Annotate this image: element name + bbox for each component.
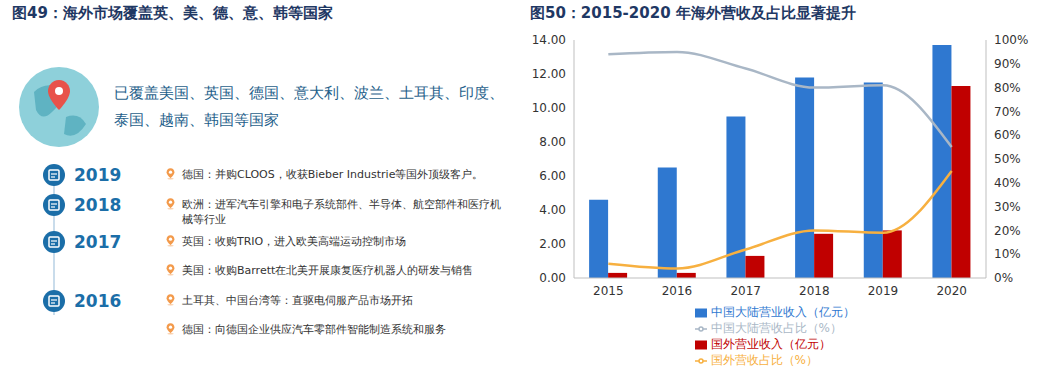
svg-text:70%: 70% <box>994 105 1021 119</box>
svg-text:20%: 20% <box>994 224 1021 238</box>
svg-text:10%: 10% <box>994 247 1021 261</box>
svg-text:0%: 0% <box>994 271 1013 285</box>
svg-text:80%: 80% <box>994 81 1021 95</box>
html-text:美国：收购Barrett在北美开展康复医疗机器人的研发与销售: 美国：收购Barrett在北美开展康复医疗机器人的研发与销售 <box>182 264 474 277</box>
html-text:2017: 2017 <box>74 232 122 252</box>
html-text:中国大陆营收占比（%）: 中国大陆营收占比（%） <box>710 321 842 335</box>
svg-text:2.00: 2.00 <box>539 237 566 251</box>
svg-text:90%: 90% <box>994 57 1021 71</box>
html-text:国外营业收入（亿元）: 国外营业收入（亿元） <box>710 337 831 351</box>
html-text:图50：2015-2020 年海外营收及占比显著提升: 图50：2015-2020 年海外营收及占比显著提升 <box>530 4 856 22</box>
html-text:2019: 2019 <box>74 165 122 185</box>
html-text:2016: 2016 <box>74 291 122 311</box>
svg-text:10.00: 10.00 <box>532 101 566 115</box>
html-text:国外营收占比（%）: 国外营收占比（%） <box>710 353 818 367</box>
svg-text:40%: 40% <box>994 176 1021 190</box>
html-text:2018: 2018 <box>74 195 122 215</box>
svg-text:4.00: 4.00 <box>539 203 566 217</box>
svg-text:8.00: 8.00 <box>539 135 566 149</box>
svg-text:6.00: 6.00 <box>539 169 566 183</box>
html-text:图49：海外市场覆盖英、美、德、意、韩等国家: 图49：海外市场覆盖英、美、德、意、韩等国家 <box>12 4 333 22</box>
html-text:土耳其、中国台湾等：直驱电伺服产品市场开拓: 土耳其、中国台湾等：直驱电伺服产品市场开拓 <box>182 294 413 307</box>
svg-text:14.00: 14.00 <box>532 33 566 47</box>
html-text:英国：收购TRIO，进入欧美高端运动控制市场: 英国：收购TRIO，进入欧美高端运动控制市场 <box>182 235 407 248</box>
svg-text:30%: 30% <box>994 200 1021 214</box>
svg-text:60%: 60% <box>994 128 1021 142</box>
svg-text:2019: 2019 <box>868 284 899 298</box>
html-text:中国大陆营业收入（亿元）: 中国大陆营业收入（亿元） <box>710 305 855 319</box>
svg-text:2015: 2015 <box>593 284 624 298</box>
svg-text:50%: 50% <box>994 152 1021 166</box>
svg-text:12.00: 12.00 <box>532 67 566 81</box>
svg-text:2020: 2020 <box>936 284 967 298</box>
svg-text:2016: 2016 <box>662 284 693 298</box>
svg-text:2017: 2017 <box>730 284 761 298</box>
html-text:德国：并购CLOOS，收获Bieber Industrie等: 德国：并购CLOOS，收获Bieber Industrie等国外顶级客户。 <box>182 168 484 181</box>
svg-text:2018: 2018 <box>799 284 830 298</box>
svg-text:0.00: 0.00 <box>539 271 566 285</box>
html-text:已覆盖美国、英国、德国、意大利、波兰、土耳其、印度、泰国、越: 已覆盖美国、英国、德国、意大利、波兰、土耳其、印度、泰国、越南、韩国等国家 <box>114 84 504 129</box>
html-text:德国：向德国企业供应汽车零部件智能制造系统和服务: 德国：向德国企业供应汽车零部件智能制造系统和服务 <box>182 323 446 336</box>
html-text:欧洲：进军汽车引擎和电子系统部件、半导体、航空部件和医疗机械: 欧洲：进军汽车引擎和电子系统部件、半导体、航空部件和医疗机械等行业 <box>182 198 501 226</box>
svg-text:100%: 100% <box>994 33 1028 47</box>
